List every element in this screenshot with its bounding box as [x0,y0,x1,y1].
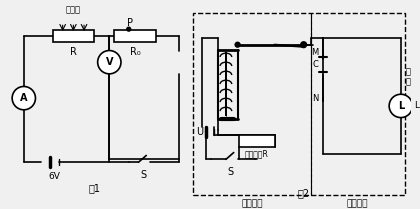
Text: L: L [398,101,404,111]
Bar [225,52,227,116]
Text: S: S [228,167,234,177]
Text: P: P [127,18,133,28]
Text: R: R [70,47,77,57]
Circle shape [98,51,121,74]
Bar [53,30,94,42]
Text: 电
源: 电 源 [406,67,411,87]
Text: R₀: R₀ [130,47,140,57]
Text: N: N [312,94,318,103]
Bar [193,13,405,195]
Bar [239,135,276,147]
Text: 光敏电阻R: 光敏电阻R [245,150,269,159]
Circle shape [301,42,307,48]
Text: 6V: 6V [48,172,60,181]
Text: 工作电路: 工作电路 [346,199,368,208]
Text: L: L [415,101,420,110]
Text: 图1: 图1 [89,184,101,194]
Text: 照射光: 照射光 [66,6,81,15]
Text: C: C [312,60,318,69]
Text: U: U [197,127,204,137]
Circle shape [12,87,35,110]
Text: 图2: 图2 [298,188,310,198]
Text: A: A [20,93,28,103]
Circle shape [127,27,131,31]
Circle shape [235,42,240,47]
Text: M: M [311,48,318,57]
Bar [114,30,156,42]
Text: S: S [140,170,147,180]
Circle shape [389,94,412,118]
Text: 控制电路: 控制电路 [241,199,263,208]
Text: V: V [105,57,113,67]
